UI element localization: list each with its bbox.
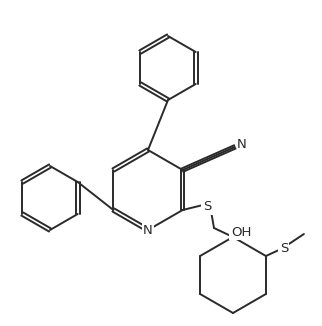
Text: S: S [280,242,288,255]
Text: OH: OH [231,226,251,239]
Text: N: N [237,139,247,152]
Text: S: S [203,200,211,214]
Text: N: N [143,224,153,236]
